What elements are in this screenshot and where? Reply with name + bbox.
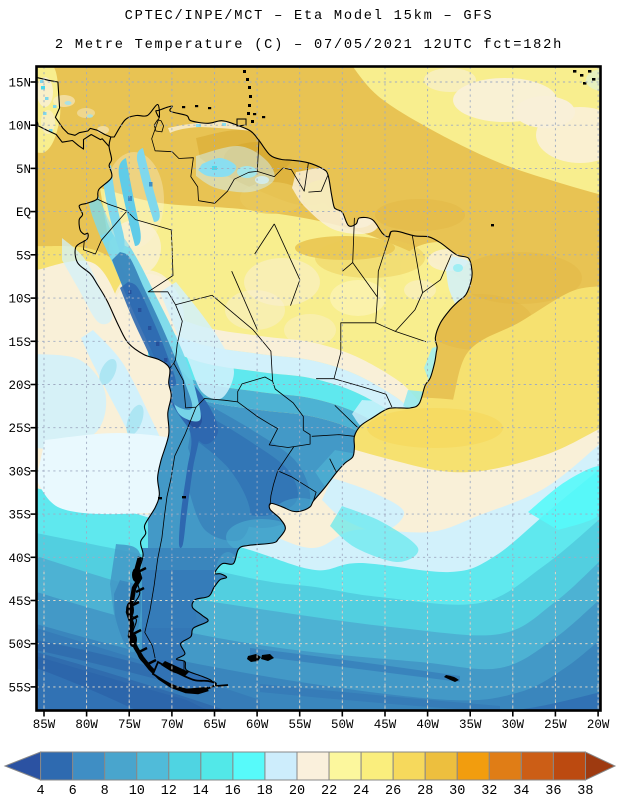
svg-text:60W: 60W <box>246 718 269 732</box>
svg-text:75W: 75W <box>118 718 141 732</box>
svg-text:6: 6 <box>69 784 77 799</box>
svg-text:30: 30 <box>449 784 465 799</box>
svg-text:10S: 10S <box>8 293 31 307</box>
svg-text:55S: 55S <box>8 681 31 695</box>
svg-text:4: 4 <box>37 784 45 799</box>
svg-text:85W: 85W <box>33 718 56 732</box>
svg-text:25W: 25W <box>544 718 567 732</box>
svg-text:50S: 50S <box>8 638 31 652</box>
svg-text:15N: 15N <box>8 77 31 91</box>
svg-text:35S: 35S <box>8 509 31 523</box>
svg-text:35W: 35W <box>459 718 482 732</box>
svg-text:50W: 50W <box>331 718 354 732</box>
svg-text:5N: 5N <box>16 163 31 177</box>
svg-text:14: 14 <box>193 784 209 799</box>
svg-text:36: 36 <box>545 784 561 799</box>
svg-text:16: 16 <box>225 784 241 799</box>
svg-text:15S: 15S <box>8 336 31 350</box>
svg-text:38: 38 <box>577 784 593 799</box>
svg-text:10N: 10N <box>8 120 31 134</box>
svg-text:8: 8 <box>101 784 109 799</box>
svg-text:70W: 70W <box>161 718 184 732</box>
svg-text:24: 24 <box>353 784 369 799</box>
svg-text:12: 12 <box>161 784 177 799</box>
svg-text:45S: 45S <box>8 595 31 609</box>
svg-text:32: 32 <box>481 784 497 799</box>
svg-text:55W: 55W <box>288 718 311 732</box>
svg-text:40S: 40S <box>8 552 31 566</box>
svg-text:5S: 5S <box>16 249 31 263</box>
svg-text:26: 26 <box>385 784 401 799</box>
svg-text:25S: 25S <box>8 422 31 436</box>
svg-text:45W: 45W <box>374 718 397 732</box>
svg-text:65W: 65W <box>203 718 226 732</box>
svg-text:2 Metre Temperature (C) – 07/0: 2 Metre Temperature (C) – 07/05/2021 12U… <box>55 38 563 53</box>
svg-text:CPTEC/INPE/MCT – Eta Model 15: CPTEC/INPE/MCT – Eta Model 15km – GFS <box>125 9 494 24</box>
svg-text:30W: 30W <box>502 718 525 732</box>
svg-text:30S: 30S <box>8 465 31 479</box>
svg-text:20W: 20W <box>587 718 610 732</box>
svg-text:20: 20 <box>289 784 305 799</box>
svg-text:80W: 80W <box>75 718 98 732</box>
svg-text:EQ: EQ <box>16 206 31 220</box>
svg-text:40W: 40W <box>416 718 439 732</box>
svg-text:20S: 20S <box>8 379 31 393</box>
svg-text:10: 10 <box>129 784 145 799</box>
svg-text:28: 28 <box>417 784 433 799</box>
svg-text:34: 34 <box>513 784 529 799</box>
svg-text:18: 18 <box>257 784 273 799</box>
svg-text:22: 22 <box>321 784 337 799</box>
